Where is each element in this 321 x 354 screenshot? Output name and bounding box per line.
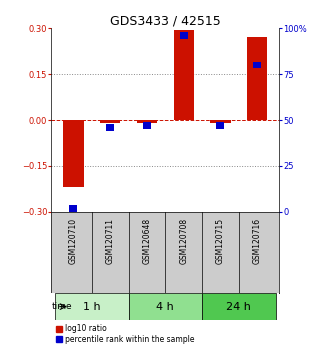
Text: 24 h: 24 h bbox=[226, 302, 251, 312]
Text: time: time bbox=[52, 302, 73, 311]
Bar bbox=[210, 120, 230, 123]
Bar bbox=[253, 62, 261, 68]
Title: GDS3433 / 42515: GDS3433 / 42515 bbox=[110, 14, 221, 27]
Bar bbox=[128, 293, 202, 320]
Bar bbox=[143, 122, 151, 129]
Legend: log10 ratio, percentile rank within the sample: log10 ratio, percentile rank within the … bbox=[55, 324, 195, 345]
Text: 1 h: 1 h bbox=[83, 302, 100, 312]
Bar bbox=[174, 30, 194, 120]
Bar bbox=[106, 124, 114, 131]
Bar bbox=[100, 120, 120, 123]
Bar bbox=[55, 293, 128, 320]
Bar bbox=[180, 32, 188, 39]
Bar bbox=[202, 293, 276, 320]
Bar bbox=[69, 205, 77, 211]
Bar bbox=[63, 120, 83, 187]
Text: GSM120711: GSM120711 bbox=[106, 218, 115, 264]
Bar bbox=[247, 38, 267, 120]
Text: GSM120648: GSM120648 bbox=[143, 218, 152, 264]
Text: GSM120708: GSM120708 bbox=[179, 218, 188, 264]
Bar bbox=[216, 122, 224, 129]
Text: GSM120716: GSM120716 bbox=[253, 218, 262, 264]
Text: GSM120710: GSM120710 bbox=[69, 218, 78, 264]
Text: 4 h: 4 h bbox=[156, 302, 174, 312]
Text: GSM120715: GSM120715 bbox=[216, 218, 225, 264]
Bar bbox=[137, 120, 157, 123]
